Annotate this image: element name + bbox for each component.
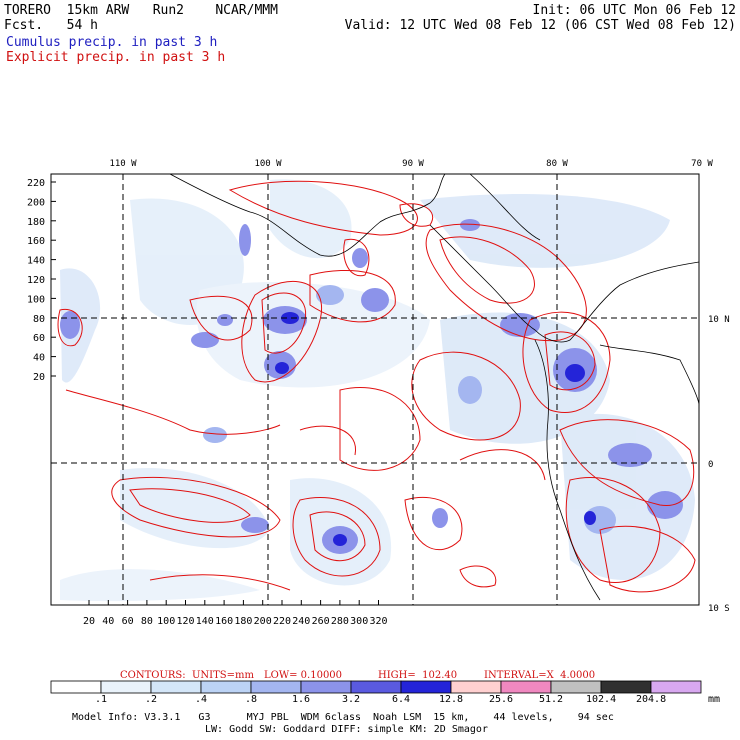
coastlines	[169, 173, 700, 601]
colorbar-swatch	[450, 680, 502, 694]
model-physics: LW: Godd SW: Goddard DIFF: simple KM: 2D…	[205, 724, 488, 735]
colorbar-label: .1	[95, 694, 108, 705]
colorbar-swatch	[300, 680, 352, 694]
x-tick-labels: 20 40 60 80 100 120 140 160 180 200 220 240 260 280 30…	[83, 600, 388, 627]
legend-explicit: Explicit precip. in past 3 h	[6, 50, 226, 65]
colorbar-swatch	[50, 680, 102, 694]
x-tick-label: 320	[369, 616, 387, 627]
contours-interval: INTERVAL=X 4.0000	[484, 670, 596, 681]
colorbar-label: .2	[145, 694, 158, 705]
contours-low: LOW= 0.10000	[264, 670, 343, 681]
x-tick-label: 100	[157, 616, 175, 627]
heavy-precip-cells	[60, 219, 683, 554]
lon-label: 70 W	[691, 159, 713, 169]
x-tick-label: 260	[312, 616, 330, 627]
colorbar-label: 102.4	[586, 694, 617, 705]
x-tick-label: 280	[331, 616, 349, 627]
valid-time: Valid: 12 UTC Wed 08 Feb 12 (06 CST Wed …	[344, 18, 736, 33]
x-tick-label: 300	[350, 616, 368, 627]
colorbar-label: .4	[195, 694, 208, 705]
y-tick-label: 20	[33, 372, 45, 383]
y-tick-label: 120	[27, 275, 45, 286]
y-tick-label: 220	[27, 178, 45, 189]
x-tick-label: 140	[196, 616, 214, 627]
colorbar-swatch	[350, 680, 402, 694]
explicit-precip-contours	[57, 180, 696, 593]
colorbar-swatch	[150, 680, 202, 694]
colorbar-label: 204.8	[636, 694, 667, 705]
lon-label: 90 W	[402, 159, 424, 169]
y-tick-label: 160	[27, 236, 45, 247]
lon-label: 80 W	[546, 159, 568, 169]
colorbar-label: 25.6	[489, 694, 514, 705]
legend-cumulus: Cumulus precip. in past 3 h	[6, 35, 218, 50]
x-tick-label: 60	[122, 616, 134, 627]
colorbar-swatch	[650, 680, 702, 694]
x-tick-label: 20	[83, 616, 95, 627]
colorbar-swatch	[550, 680, 602, 694]
x-tick-label: 40	[102, 616, 114, 627]
lat-label: 10 S	[708, 604, 730, 614]
x-tick-label: 120	[176, 616, 194, 627]
colorbar-swatch	[400, 680, 452, 694]
colorbar-swatch	[100, 680, 152, 694]
colorbar-swatch	[600, 680, 652, 694]
colorbar-label: 12.8	[439, 694, 464, 705]
y-tick-label: 140	[27, 256, 45, 267]
model-info: Model Info: V3.3.1 G3 MYJ PBL WDM 6class…	[72, 712, 614, 723]
lon-label: 100 W	[254, 159, 282, 169]
colorbar-label: 51.2	[539, 694, 564, 705]
colorbar-unit: mm	[708, 694, 721, 705]
y-tick-label: 180	[27, 217, 45, 228]
contours-units: CONTOURS: UNITS=mm	[120, 670, 254, 681]
x-tick-label: 180	[234, 616, 252, 627]
forecast-hour: Fcst. 54 h	[4, 18, 98, 33]
y-tick-label: 200	[27, 197, 45, 208]
init-time: Init: 06 UTC Mon 06 Feb 12	[532, 3, 737, 18]
x-tick-label: 200	[254, 616, 272, 627]
colorbar-swatch	[250, 680, 302, 694]
lon-label: 110 W	[109, 159, 137, 169]
x-tick-label: 220	[273, 616, 291, 627]
cumulus-precip-areas	[60, 179, 695, 602]
x-tick-label: 160	[215, 616, 233, 627]
y-tick-labels: 220 200 180 160 140 120 100 80 60 40 20	[27, 178, 56, 383]
colorbar-swatch	[500, 680, 552, 694]
y-tick-label: 80	[33, 314, 45, 325]
contours-high: HIGH= 102.40	[378, 670, 458, 681]
colorbar-label: .8	[245, 694, 258, 705]
model-title: TORERO 15km ARW Run2 NCAR/MMM	[4, 3, 278, 18]
colorbar-label: 3.2	[342, 694, 361, 705]
y-tick-label: 40	[33, 353, 45, 364]
colorbar	[50, 680, 702, 694]
lat-label: 0	[708, 460, 713, 470]
y-tick-label: 100	[27, 294, 45, 305]
colorbar-label: 1.6	[292, 694, 311, 705]
y-tick-label: 60	[33, 333, 45, 344]
lat-label: 10 N	[708, 315, 730, 325]
x-tick-label: 240	[292, 616, 310, 627]
graticule	[51, 174, 699, 605]
colorbar-swatch	[200, 680, 252, 694]
x-tick-label: 80	[141, 616, 153, 627]
colorbar-label: 6.4	[392, 694, 411, 705]
